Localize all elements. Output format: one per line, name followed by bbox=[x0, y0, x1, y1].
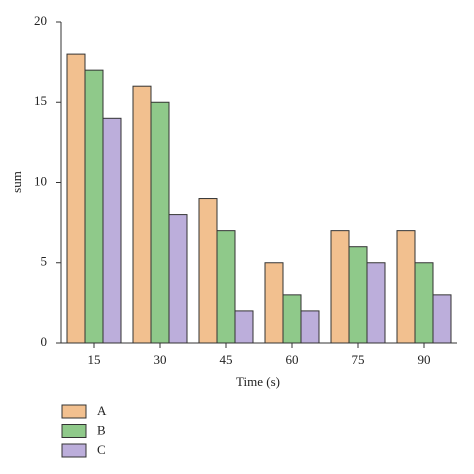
bar bbox=[414, 262, 434, 344]
bar bbox=[264, 262, 284, 344]
x-tick-label: 15 bbox=[88, 352, 101, 367]
bar bbox=[300, 310, 320, 344]
x-tick-label: 45 bbox=[220, 352, 233, 367]
x-tick-label: 30 bbox=[154, 352, 167, 367]
y-tick-label: 20 bbox=[34, 13, 47, 28]
y-tick-label: 10 bbox=[34, 173, 47, 188]
x-tick-label: 75 bbox=[352, 352, 365, 367]
bar bbox=[330, 230, 350, 344]
legend-swatch bbox=[61, 443, 87, 458]
x-tick-label: 60 bbox=[286, 352, 299, 367]
x-axis-label: Time (s) bbox=[236, 374, 280, 389]
y-tick-label: 15 bbox=[34, 93, 47, 108]
bar bbox=[66, 53, 86, 344]
legend-label: C bbox=[97, 442, 106, 457]
y-tick-label: 0 bbox=[41, 334, 48, 349]
bar bbox=[84, 69, 104, 344]
legend-swatch bbox=[61, 404, 87, 419]
x-tick-label: 90 bbox=[418, 352, 431, 367]
bar bbox=[348, 246, 368, 344]
legend-swatch bbox=[61, 424, 87, 438]
y-axis-label: sum bbox=[9, 171, 24, 193]
bar bbox=[198, 198, 218, 344]
bar bbox=[366, 262, 386, 344]
bar bbox=[234, 310, 254, 344]
bar bbox=[132, 85, 152, 344]
bar bbox=[216, 230, 236, 344]
bar bbox=[396, 230, 416, 344]
bar bbox=[168, 214, 188, 344]
bar bbox=[432, 294, 452, 344]
y-tick-label: 5 bbox=[41, 254, 48, 269]
bar bbox=[282, 294, 302, 344]
bar bbox=[150, 101, 170, 344]
legend-label: A bbox=[97, 403, 107, 418]
bar bbox=[102, 117, 122, 344]
legend-label: B bbox=[97, 422, 106, 437]
